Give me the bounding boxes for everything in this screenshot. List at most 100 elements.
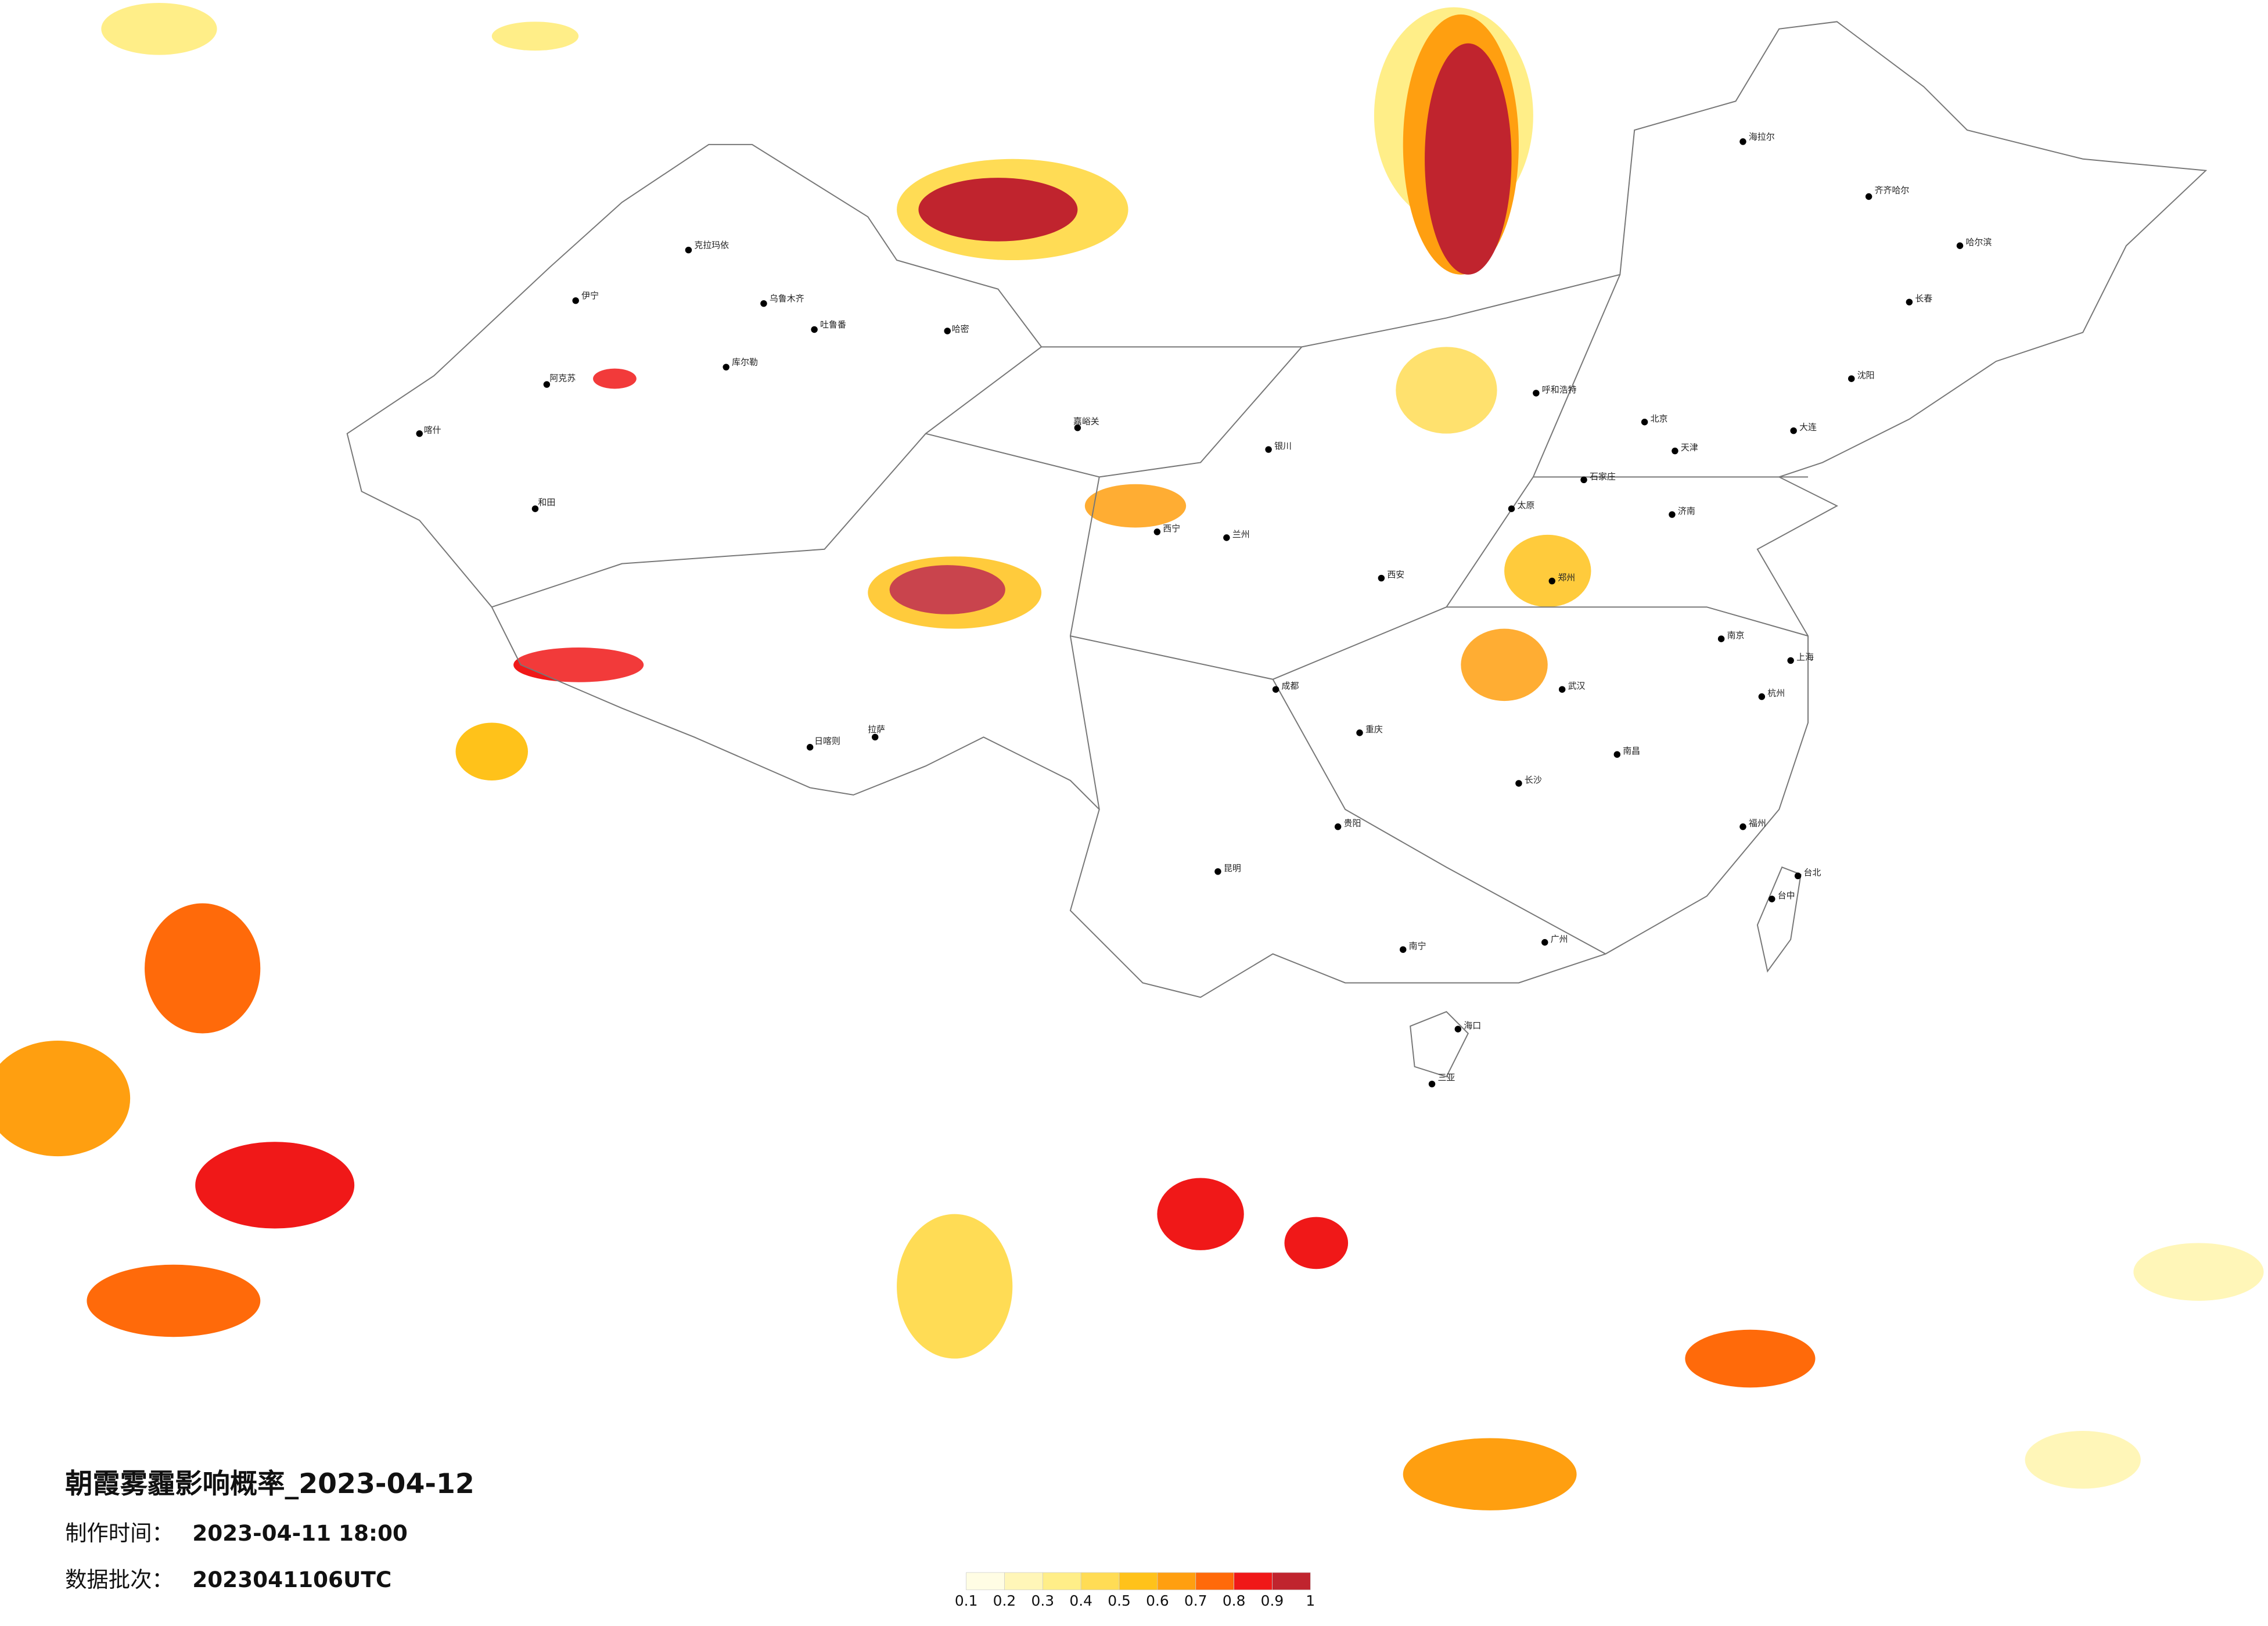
colorbar-tick-label: 0.9 bbox=[1261, 1592, 1284, 1609]
colorbar-swatch bbox=[1272, 1572, 1311, 1591]
city: 南宁 bbox=[1399, 941, 1426, 953]
city: 重庆 bbox=[1356, 724, 1383, 736]
city-label: 和田 bbox=[538, 497, 555, 508]
city-label: 福州 bbox=[1749, 818, 1766, 829]
city: 郑州 bbox=[1548, 573, 1575, 585]
city: 台中 bbox=[1769, 890, 1795, 902]
city: 海拉尔 bbox=[1739, 131, 1775, 145]
city: 银川 bbox=[1265, 441, 1292, 453]
city: 哈尔滨 bbox=[1956, 237, 1992, 249]
city: 太原 bbox=[1508, 500, 1534, 512]
city-label: 三亚 bbox=[1437, 1073, 1455, 1083]
city: 克拉玛依 bbox=[685, 240, 729, 254]
info-label: 制作时间： bbox=[65, 1520, 174, 1546]
city-label: 嘉峪关 bbox=[1073, 416, 1099, 427]
city: 台北 bbox=[1794, 867, 1821, 879]
colorbar-tick-label: 0.8 bbox=[1223, 1592, 1246, 1609]
city-label: 沈阳 bbox=[1857, 370, 1875, 380]
city: 兰州 bbox=[1223, 529, 1250, 541]
city: 广州 bbox=[1541, 934, 1568, 946]
city: 齐齐哈尔 bbox=[1865, 185, 1910, 200]
city: 长春 bbox=[1906, 293, 1932, 305]
city: 吐鲁番 bbox=[811, 319, 846, 333]
city-label: 南京 bbox=[1727, 630, 1745, 641]
info-label: 数据批次： bbox=[65, 1567, 174, 1592]
city-label: 齐齐哈尔 bbox=[1875, 185, 1910, 196]
city: 乌鲁木齐 bbox=[760, 293, 804, 307]
city-label: 银川 bbox=[1274, 441, 1292, 451]
city: 上海 bbox=[1787, 652, 1814, 664]
colorbar-tick-label: 0.5 bbox=[1108, 1592, 1131, 1609]
city: 武汉 bbox=[1558, 681, 1586, 693]
colorbar-swatch bbox=[1234, 1572, 1273, 1591]
colorbar-tick-label: 0.7 bbox=[1184, 1592, 1207, 1609]
city: 昆明 bbox=[1214, 863, 1241, 875]
city: 南昌 bbox=[1613, 746, 1640, 758]
cities: 克拉玛依 乌鲁木齐 吐鲁番 伊宁 库尔勒 阿克苏 喀什 和田 哈密 嘉峪关 西宁… bbox=[416, 131, 1992, 1088]
city-label: 济南 bbox=[1678, 506, 1695, 516]
colorbar: 0.1 0.2 0.3 0.4 0.5 0.6 0.7 0.8 0.9 1 bbox=[955, 1572, 1315, 1609]
city-label: 武汉 bbox=[1568, 681, 1586, 691]
city-label: 石家庄 bbox=[1590, 471, 1616, 481]
colorbar-tick-label: 0.3 bbox=[1031, 1592, 1055, 1609]
colorbar-tick-label: 0.4 bbox=[1069, 1592, 1092, 1609]
city: 日喀则 bbox=[806, 736, 840, 751]
colorbar-tick-label: 1 bbox=[1306, 1592, 1315, 1609]
colorbar-swatch bbox=[1119, 1572, 1158, 1591]
colorbar-swatch bbox=[1042, 1572, 1081, 1591]
city-label: 大连 bbox=[1799, 422, 1817, 433]
city-label: 郑州 bbox=[1558, 573, 1575, 583]
city: 呼和浩特 bbox=[1533, 384, 1577, 397]
city-label: 西安 bbox=[1387, 570, 1404, 580]
city: 哈密 bbox=[944, 323, 969, 334]
city-label: 克拉玛依 bbox=[694, 240, 729, 250]
city-label: 重庆 bbox=[1365, 724, 1383, 735]
map-title: 朝霞雾霾影响概率_2023-04-12 bbox=[65, 1468, 475, 1500]
city: 南京 bbox=[1717, 630, 1745, 642]
city-label: 阿克苏 bbox=[549, 373, 576, 383]
city: 贵阳 bbox=[1334, 818, 1361, 830]
city: 伊宁 bbox=[572, 290, 599, 304]
city-label: 伊宁 bbox=[581, 290, 599, 301]
city-label: 拉萨 bbox=[868, 724, 885, 735]
city: 大连 bbox=[1790, 422, 1817, 434]
city: 福州 bbox=[1739, 818, 1766, 830]
city-label: 哈尔滨 bbox=[1965, 237, 1992, 247]
city: 天津 bbox=[1672, 443, 1698, 455]
city-label: 长沙 bbox=[1525, 775, 1542, 785]
city: 阿克苏 bbox=[543, 373, 576, 388]
colorbar-swatch bbox=[1080, 1572, 1120, 1591]
colorbar-swatch bbox=[1157, 1572, 1196, 1591]
city-label: 南宁 bbox=[1409, 941, 1426, 951]
city: 沈阳 bbox=[1848, 370, 1875, 382]
colorbar-tick-label: 0.2 bbox=[993, 1592, 1016, 1609]
city-label: 哈密 bbox=[952, 323, 969, 334]
city: 石家庄 bbox=[1580, 471, 1616, 484]
city: 长沙 bbox=[1515, 775, 1542, 787]
city-label: 南昌 bbox=[1623, 746, 1640, 756]
city-label: 成都 bbox=[1282, 681, 1299, 691]
city: 西安 bbox=[1378, 570, 1404, 582]
colorbar-tick-label: 0.1 bbox=[955, 1592, 978, 1609]
city: 拉萨 bbox=[868, 724, 885, 741]
city-label: 昆明 bbox=[1224, 863, 1241, 873]
city-label: 杭州 bbox=[1767, 688, 1785, 699]
colorbar-tick-label: 0.6 bbox=[1146, 1592, 1169, 1609]
city: 库尔勒 bbox=[723, 357, 758, 370]
colorbar-swatch bbox=[1195, 1572, 1234, 1591]
city: 成都 bbox=[1272, 681, 1299, 693]
city-label: 太原 bbox=[1517, 500, 1534, 510]
city-label: 海拉尔 bbox=[1749, 131, 1775, 142]
city: 海口 bbox=[1454, 1020, 1481, 1033]
city-label: 台北 bbox=[1804, 867, 1821, 877]
city: 三亚 bbox=[1428, 1073, 1455, 1088]
city-label: 西宁 bbox=[1163, 523, 1180, 534]
city-label: 天津 bbox=[1681, 443, 1698, 453]
city: 杭州 bbox=[1758, 688, 1785, 700]
city-label: 长春 bbox=[1915, 293, 1932, 304]
city: 嘉峪关 bbox=[1073, 416, 1099, 431]
boundaries bbox=[346, 21, 2208, 1078]
